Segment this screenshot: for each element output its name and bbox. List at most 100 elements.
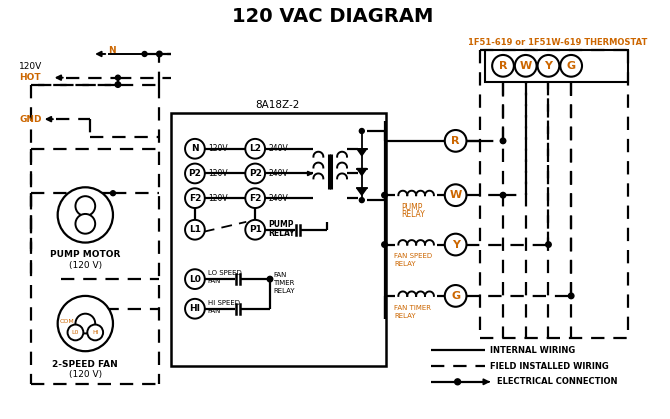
Text: GND: GND: [19, 115, 42, 124]
Text: FAN: FAN: [208, 278, 221, 284]
Text: ELECTRICAL CONNECTION: ELECTRICAL CONNECTION: [497, 378, 618, 386]
Circle shape: [87, 325, 103, 340]
Text: 120V: 120V: [208, 194, 227, 203]
Circle shape: [445, 285, 466, 307]
Text: PUMP: PUMP: [268, 220, 293, 229]
Circle shape: [58, 187, 113, 243]
Circle shape: [445, 184, 466, 206]
Text: L2: L2: [249, 144, 261, 153]
Circle shape: [267, 277, 273, 282]
Text: G: G: [567, 61, 576, 71]
Text: N: N: [191, 144, 199, 153]
Text: Y: Y: [545, 61, 553, 71]
Text: N: N: [108, 46, 116, 54]
Text: FIELD INSTALLED WIRING: FIELD INSTALLED WIRING: [490, 362, 609, 370]
Text: LO SPEED: LO SPEED: [208, 270, 241, 276]
Circle shape: [185, 220, 205, 240]
Text: W: W: [520, 61, 532, 71]
Circle shape: [445, 130, 466, 152]
Text: 8A18Z-2: 8A18Z-2: [256, 100, 300, 110]
Circle shape: [185, 139, 205, 159]
Text: COM: COM: [59, 319, 74, 324]
Text: 120 VAC DIAGRAM: 120 VAC DIAGRAM: [232, 7, 433, 26]
Circle shape: [245, 220, 265, 240]
Text: R: R: [498, 61, 507, 71]
Text: FAN: FAN: [208, 308, 221, 314]
Text: L0: L0: [72, 330, 79, 335]
Circle shape: [185, 188, 205, 208]
Text: RELAY: RELAY: [273, 288, 295, 294]
Text: W: W: [450, 190, 462, 200]
Text: F2: F2: [249, 194, 261, 203]
Text: FAN SPEED: FAN SPEED: [395, 253, 433, 259]
Circle shape: [115, 75, 121, 80]
Circle shape: [492, 55, 514, 77]
Circle shape: [515, 55, 537, 77]
Polygon shape: [357, 168, 366, 176]
Circle shape: [76, 196, 95, 216]
Text: G: G: [451, 291, 460, 301]
Text: P2: P2: [249, 169, 261, 178]
Text: RELAY: RELAY: [268, 229, 295, 238]
Text: 120V: 120V: [19, 62, 42, 71]
Circle shape: [58, 296, 113, 351]
Polygon shape: [357, 188, 366, 195]
Text: PUMP MOTOR: PUMP MOTOR: [50, 250, 121, 259]
Circle shape: [115, 82, 121, 87]
Circle shape: [455, 379, 460, 385]
Text: HI: HI: [190, 304, 200, 313]
Circle shape: [500, 192, 506, 198]
Text: FAN TIMER: FAN TIMER: [395, 305, 431, 311]
Circle shape: [500, 138, 506, 144]
Polygon shape: [357, 149, 366, 156]
Text: 2-SPEED FAN: 2-SPEED FAN: [52, 360, 118, 369]
Text: Y: Y: [452, 240, 460, 250]
Text: (120 V): (120 V): [69, 261, 102, 270]
Circle shape: [157, 51, 162, 57]
Circle shape: [568, 293, 574, 299]
Text: (120 V): (120 V): [69, 370, 102, 379]
Circle shape: [359, 129, 364, 134]
Circle shape: [185, 163, 205, 184]
Text: HI SPEED: HI SPEED: [208, 300, 240, 306]
Circle shape: [68, 325, 83, 340]
Text: 240V: 240V: [268, 144, 287, 153]
Circle shape: [76, 314, 95, 334]
Circle shape: [382, 192, 387, 198]
Text: P1: P1: [249, 225, 261, 234]
Bar: [485, 50, 628, 82]
Text: TIMER: TIMER: [273, 280, 294, 286]
Text: RELAY: RELAY: [395, 261, 416, 267]
Text: L1: L1: [189, 225, 201, 234]
Text: PUMP: PUMP: [401, 202, 423, 212]
Text: 120V: 120V: [208, 144, 227, 153]
Text: RELAY: RELAY: [395, 313, 416, 319]
Circle shape: [185, 299, 205, 318]
Text: FAN: FAN: [273, 272, 286, 278]
Circle shape: [560, 55, 582, 77]
Text: R: R: [452, 136, 460, 146]
Circle shape: [185, 269, 205, 289]
Text: INTERNAL WIRING: INTERNAL WIRING: [490, 346, 576, 355]
Circle shape: [245, 163, 265, 184]
Text: HOT: HOT: [19, 73, 41, 82]
Text: F2: F2: [189, 194, 201, 203]
Bar: [172, 113, 387, 366]
Circle shape: [76, 214, 95, 234]
Text: 240V: 240V: [268, 194, 287, 203]
Circle shape: [359, 198, 364, 203]
Circle shape: [382, 242, 387, 247]
Circle shape: [545, 242, 551, 247]
Circle shape: [142, 52, 147, 57]
Circle shape: [245, 188, 265, 208]
Text: HI: HI: [92, 330, 98, 335]
Circle shape: [111, 191, 115, 196]
Text: L0: L0: [189, 274, 201, 284]
Text: RELAY: RELAY: [401, 210, 425, 220]
Text: P2: P2: [188, 169, 202, 178]
Text: 120V: 120V: [208, 169, 227, 178]
Circle shape: [445, 234, 466, 256]
Circle shape: [537, 55, 559, 77]
Text: 240V: 240V: [268, 169, 287, 178]
Text: 1F51-619 or 1F51W-619 THERMOSTAT: 1F51-619 or 1F51W-619 THERMOSTAT: [468, 38, 647, 47]
